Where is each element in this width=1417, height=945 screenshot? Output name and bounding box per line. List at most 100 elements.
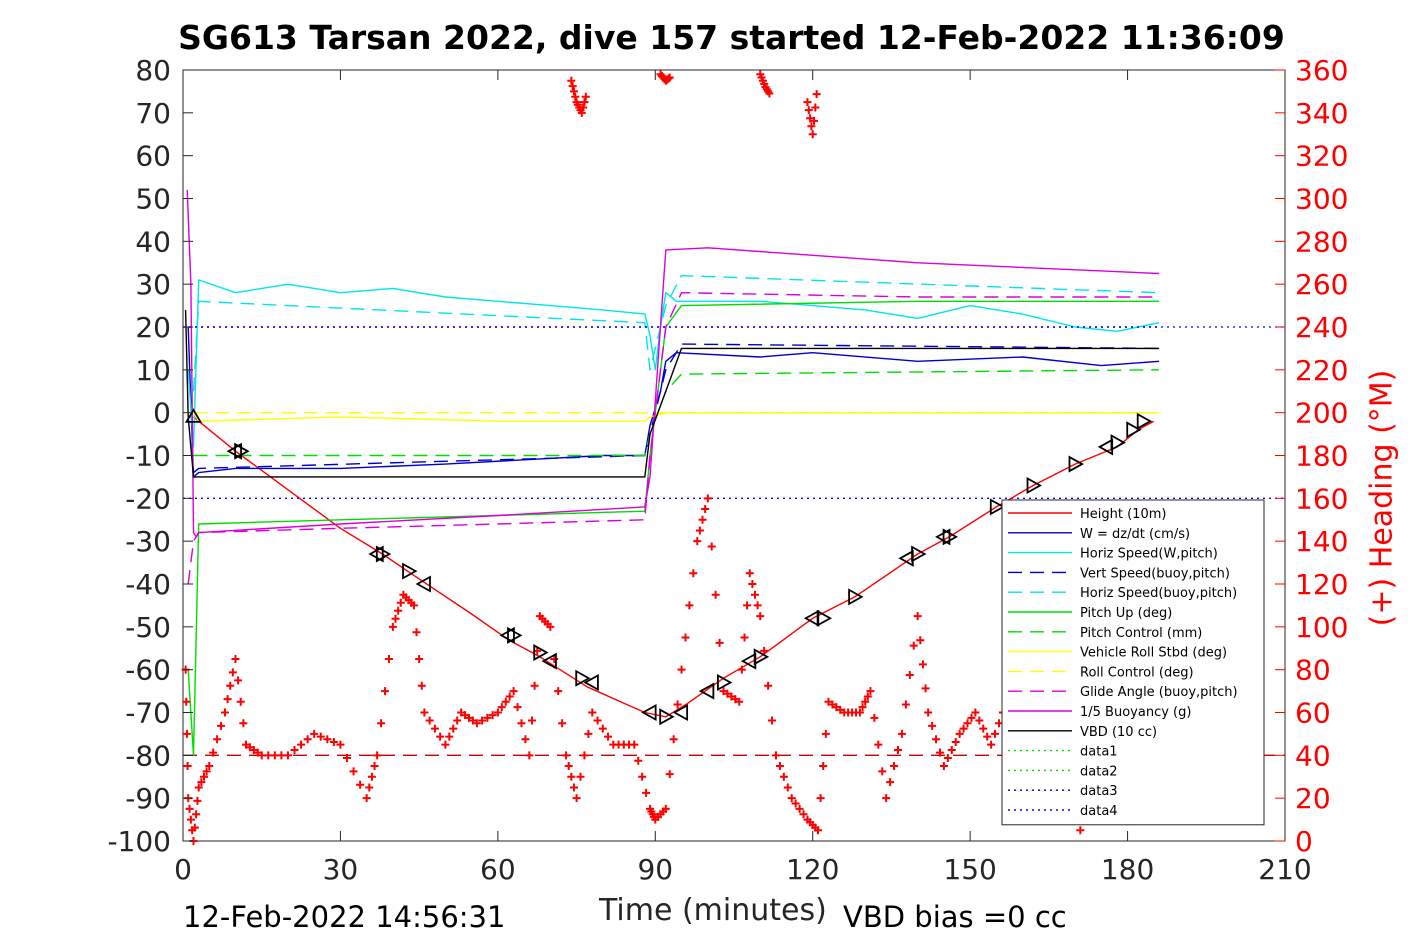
heading-point-wrapped — [765, 89, 774, 98]
heading-point — [584, 729, 593, 738]
heading-point — [197, 778, 206, 787]
heading-point — [488, 711, 497, 720]
heading-point — [483, 713, 492, 722]
heading-point — [695, 526, 704, 535]
heading-point — [987, 740, 996, 749]
legend-entry: Vehicle Roll Stbd (deg) — [1080, 646, 1227, 661]
pitch-marker-up — [184, 408, 203, 423]
pitch-marker-right — [848, 588, 864, 606]
heading-point — [567, 772, 576, 781]
heading-point — [381, 687, 390, 696]
heading-point — [546, 622, 555, 631]
heading-point — [743, 601, 752, 610]
heading-point — [569, 783, 578, 792]
heading-point — [290, 745, 299, 754]
heading-point — [513, 703, 522, 712]
heading-point — [787, 794, 796, 803]
y2-tick-label: 260 — [1295, 268, 1348, 301]
pitch-marker-right — [507, 626, 523, 644]
pitch-markers — [184, 408, 1153, 726]
heading-point — [580, 751, 589, 760]
heading-point — [501, 697, 510, 706]
y2-tick-label: 180 — [1295, 440, 1348, 473]
y-tick-label: -80 — [125, 739, 171, 772]
heading-point — [373, 751, 382, 760]
heading-point — [185, 804, 194, 813]
heading-point-wrapped — [812, 90, 821, 99]
heading-point — [665, 770, 674, 779]
legend-entry: Vert Speed(buoy,pitch) — [1080, 566, 1230, 581]
heading-point — [951, 737, 960, 746]
legend-entry: Pitch Up (deg) — [1080, 606, 1172, 621]
legend-entry: Height (10m) — [1080, 507, 1166, 522]
y2-tick-label: 60 — [1295, 697, 1331, 730]
heading-point-wrapped — [804, 106, 813, 115]
heading-point — [493, 708, 502, 717]
pitch-marker-right — [717, 673, 733, 692]
heading-point — [748, 580, 757, 588]
heading-point — [228, 668, 237, 677]
heading-point — [878, 767, 887, 776]
pitch-marker-left — [672, 703, 689, 722]
heading-point — [572, 794, 581, 803]
heading-point — [893, 745, 902, 754]
pitch-marker-right — [942, 528, 959, 546]
heading-point — [527, 716, 536, 725]
heading-point — [715, 638, 724, 647]
heading-point — [634, 756, 643, 765]
heading-point — [183, 762, 192, 771]
heading-point — [199, 772, 208, 781]
y2-tick-label: 160 — [1295, 482, 1348, 515]
heading-point — [588, 708, 597, 717]
footer-timestamp: 12-Feb-2022 14:56:31 — [183, 900, 506, 934]
heading-point — [472, 719, 481, 728]
y2-tick-label: 220 — [1295, 354, 1348, 387]
heading-point — [497, 703, 506, 712]
x-tick-label: 0 — [174, 853, 192, 886]
y2-tick-label: 240 — [1295, 311, 1348, 344]
y-tick-label: 40 — [135, 225, 171, 258]
heading-point — [356, 780, 365, 789]
heading-point — [190, 823, 199, 832]
heading-point — [530, 681, 539, 690]
pitch-marker-right — [816, 609, 833, 627]
y2-tick-label: 280 — [1295, 225, 1348, 258]
heading-point — [417, 681, 426, 690]
heading-point — [689, 569, 698, 578]
heading-point — [283, 751, 292, 760]
heading-point — [505, 692, 514, 701]
pitch-marker-right — [575, 669, 591, 687]
heading-point-wrapped — [803, 98, 812, 107]
heading-point — [234, 676, 243, 685]
y-tick-label: 30 — [135, 268, 171, 301]
heading-markers — [181, 70, 1085, 845]
y-tick-label: -70 — [125, 697, 171, 730]
y2-axis-label: (+) Heading (°M) — [1364, 369, 1400, 627]
y-tick-label: 10 — [135, 354, 171, 387]
heading-point — [550, 654, 559, 663]
y2-tick-label: 300 — [1295, 183, 1348, 216]
heading-point — [231, 654, 240, 663]
heading-point — [342, 754, 351, 763]
heading-point — [870, 713, 879, 722]
heading-point — [874, 740, 883, 749]
heading-point — [737, 665, 746, 674]
heading-point — [598, 724, 607, 733]
heading-point — [297, 740, 306, 749]
heading-point — [791, 799, 800, 808]
legend-entry: Horiz Speed(buoy,pitch) — [1080, 586, 1237, 601]
series-line-11 — [184, 309, 1160, 478]
heading-point — [593, 716, 602, 725]
y2-tick-label: 100 — [1295, 611, 1348, 644]
pitch-marker-right — [659, 708, 675, 726]
heading-point — [436, 732, 445, 741]
heading-point — [186, 815, 195, 824]
heading-point — [928, 721, 937, 730]
heading-point — [365, 783, 374, 792]
heading-point — [182, 729, 191, 738]
heading-point — [396, 598, 405, 607]
heading-point — [901, 700, 910, 709]
heading-point-wrapped — [577, 108, 586, 117]
legend-entry: data4 — [1080, 804, 1118, 819]
